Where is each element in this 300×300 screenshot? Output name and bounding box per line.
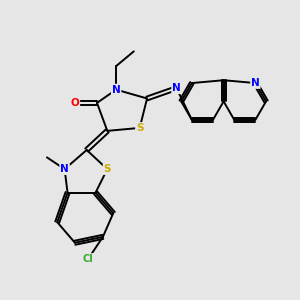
Text: O: O: [70, 98, 79, 108]
Text: N: N: [251, 78, 260, 88]
Text: N: N: [172, 83, 181, 93]
Text: S: S: [136, 123, 143, 133]
Text: N: N: [112, 85, 121, 94]
Text: S: S: [103, 164, 111, 174]
Text: N: N: [60, 164, 69, 174]
Text: Cl: Cl: [83, 254, 94, 264]
